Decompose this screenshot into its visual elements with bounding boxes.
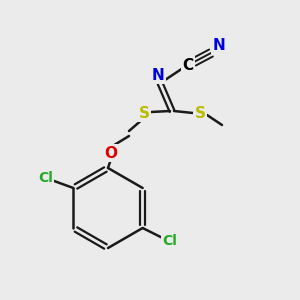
Text: O: O: [104, 146, 118, 160]
Text: N: N: [152, 68, 164, 82]
Text: Cl: Cl: [38, 171, 53, 185]
Text: S: S: [194, 106, 206, 121]
Text: C: C: [182, 58, 194, 73]
Text: Cl: Cl: [162, 234, 177, 248]
Text: S: S: [139, 106, 149, 121]
Text: N: N: [213, 38, 225, 53]
